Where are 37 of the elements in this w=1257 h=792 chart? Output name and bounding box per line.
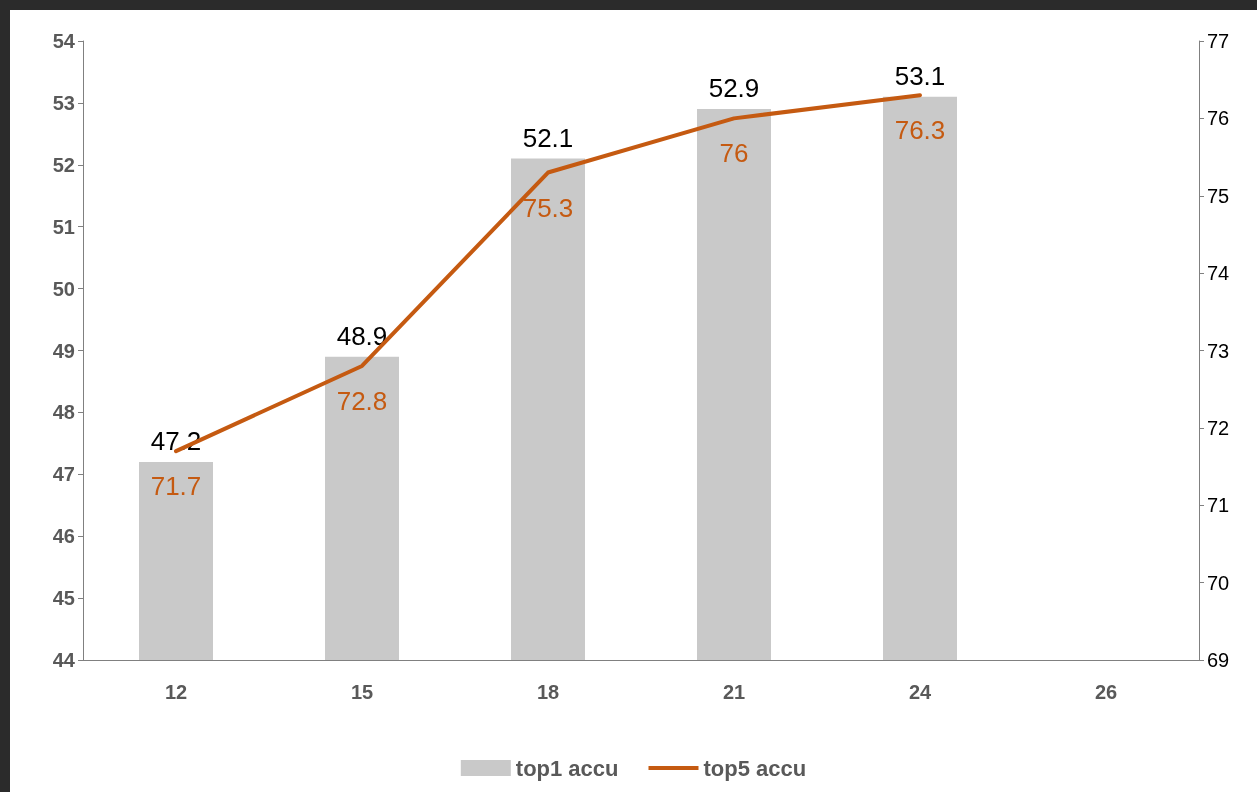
data-label: 76 [719,138,749,169]
y2-tick-label: 72 [1207,416,1230,439]
y-tick-label: 46 [52,525,75,548]
y-tick-label: 47 [52,463,75,486]
y-tick-label: 49 [52,339,75,362]
y2-tick-label: 75 [1207,184,1230,207]
y-tick-label: 51 [52,215,75,238]
y2-tick-label: 77 [1207,30,1230,52]
y2-tick-label: 74 [1207,262,1230,285]
y-tick-label: 50 [52,277,75,300]
y2-tick-label: 71 [1207,494,1230,517]
y-tick-label: 52 [52,153,75,176]
data-label: 53.1 [894,60,946,91]
x-tick-label: 12 [164,681,188,703]
x-tick-label: 18 [536,681,560,703]
data-label: 52.1 [522,122,574,153]
y-tick-label: 48 [52,401,75,424]
data-label: 76.3 [894,115,946,146]
x-tick-label: 24 [908,681,932,703]
data-label: 48.9 [336,320,388,351]
x-tick-label: 15 [350,681,374,703]
y2-tick-label: 73 [1207,339,1230,362]
x-tick-label: 26 [1094,681,1118,703]
data-label: 72.8 [336,385,388,416]
y2-tick-label: 70 [1207,571,1230,594]
y2-tick-label: 76 [1207,107,1230,130]
y-tick-label: 45 [52,587,75,610]
x-tick-label: 21 [722,681,746,703]
data-label: 75.3 [522,192,574,223]
legend-label: top5 accu [703,755,807,781]
data-label: 52.9 [708,73,760,104]
legend-label: top1 accu [515,755,619,781]
y2-tick-label: 69 [1207,649,1230,671]
y-tick-label: 44 [52,649,76,671]
y-tick-label: 53 [52,91,75,114]
data-label: 71.7 [150,471,202,502]
y-tick-label: 54 [52,30,76,52]
